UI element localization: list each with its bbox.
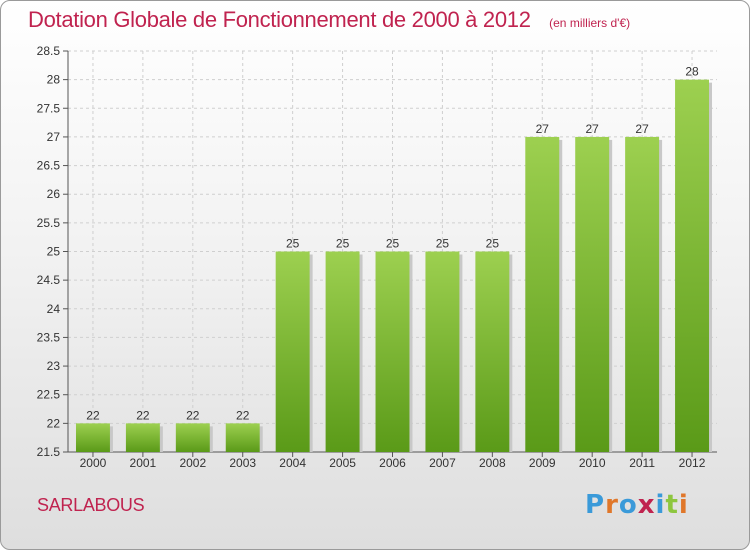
- value-label-2006: 25: [386, 237, 400, 251]
- value-label-2004: 25: [286, 237, 300, 251]
- chart-title: Dotation Globale de Fonctionnement de 20…: [28, 7, 531, 32]
- value-label-2002: 22: [186, 408, 200, 422]
- value-label-2003: 22: [236, 408, 250, 422]
- y-tick-label: 25.5: [37, 216, 61, 230]
- value-label-2011: 27: [635, 122, 649, 136]
- commune-name: SARLABOUS: [37, 495, 145, 515]
- x-tick-label-2012: 2012: [679, 456, 706, 470]
- bar-layer: [75, 79, 713, 453]
- y-tick-label: 23.5: [37, 330, 61, 344]
- y-tick-label: 26: [47, 187, 61, 201]
- title-row: Dotation Globale de Fonctionnement de 20…: [28, 7, 630, 33]
- value-label-2005: 25: [336, 237, 350, 251]
- value-label-2008: 25: [486, 237, 500, 251]
- y-tick-label: 26.5: [37, 159, 61, 173]
- label-layer: 2000 22 2001 22 2002 22 2003 22 2004 25 2005 25 2006…: [80, 65, 706, 470]
- bar-2002: [175, 423, 210, 452]
- y-tick-label: 24.5: [37, 273, 61, 287]
- bar-2012: [675, 79, 710, 453]
- x-tick-label-2001: 2001: [130, 456, 157, 470]
- x-tick-label-2003: 2003: [229, 456, 256, 470]
- bar-2010: [575, 136, 610, 452]
- bar-2008: [475, 251, 510, 452]
- value-label-2012: 28: [685, 65, 699, 79]
- chart-subtitle: (en milliers d'€): [549, 16, 631, 30]
- x-tick-label-2008: 2008: [479, 456, 506, 470]
- bar-2001: [125, 423, 160, 452]
- x-tick-label-2000: 2000: [80, 456, 107, 470]
- y-tick-label: 28: [47, 73, 61, 87]
- value-label-2010: 27: [586, 122, 600, 136]
- y-tick-label: 25: [47, 245, 61, 259]
- bar-2011: [625, 136, 660, 452]
- proxiti-logo: Proxiti: [585, 490, 689, 520]
- y-tick-label: 28.5: [37, 44, 61, 58]
- x-tick-label-2011: 2011: [629, 456, 655, 470]
- x-tick-label-2006: 2006: [379, 456, 406, 470]
- value-label-2007: 25: [436, 237, 450, 251]
- y-tick-label: 23: [47, 359, 61, 373]
- y-tick-label: 22.5: [37, 388, 61, 402]
- value-label-2000: 22: [86, 408, 100, 422]
- x-tick-label-2004: 2004: [279, 456, 306, 470]
- x-tick-label-2010: 2010: [579, 456, 606, 470]
- y-tick-label: 21.5: [37, 445, 61, 459]
- bar-2000: [75, 423, 110, 452]
- x-tick-label-2005: 2005: [329, 456, 356, 470]
- x-tick-label-2002: 2002: [179, 456, 206, 470]
- bar-2006: [375, 251, 410, 452]
- bar-2003: [225, 423, 260, 452]
- y-tick-label: 24: [47, 302, 61, 316]
- y-tick-label: 27: [47, 130, 61, 144]
- bar-2004: [275, 251, 310, 452]
- bar-2009: [525, 136, 560, 452]
- bar-2007: [425, 251, 460, 452]
- x-tick-label-2009: 2009: [529, 456, 556, 470]
- value-label-2009: 27: [536, 122, 550, 136]
- bar-2005: [325, 251, 360, 452]
- y-tick-label: 27.5: [37, 101, 61, 115]
- x-tick-label-2007: 2007: [429, 456, 456, 470]
- y-tick-label: 22: [47, 416, 61, 430]
- value-label-2001: 22: [136, 408, 150, 422]
